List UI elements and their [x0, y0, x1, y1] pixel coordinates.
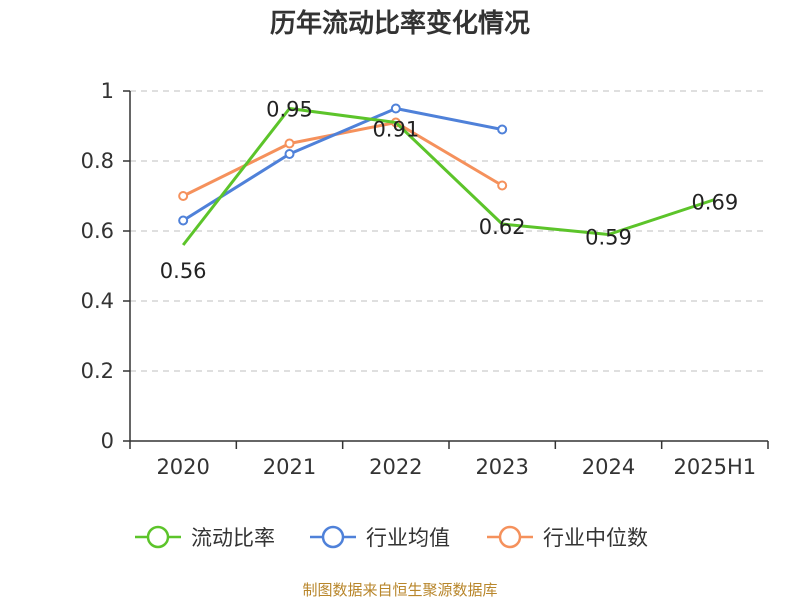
- legend-marker: [321, 525, 345, 549]
- data-point: [284, 138, 295, 149]
- legend: 流动比率 行业均值 行业中位数: [135, 525, 648, 550]
- data-point: [178, 191, 189, 201]
- data-label: 0.62: [479, 215, 526, 239]
- y-tick-label: 1: [101, 79, 114, 103]
- data-point: [284, 149, 295, 159]
- series-lines: [178, 103, 716, 246]
- legend-marker: [146, 525, 170, 549]
- chart-title: 历年流动比率变化情况: [270, 8, 530, 39]
- data-label: 0.56: [160, 259, 207, 283]
- legend-marker: [498, 525, 522, 549]
- legend-label: 行业均值: [366, 526, 450, 550]
- x-tick-label: 2022: [369, 455, 422, 479]
- series-line-2: [182, 121, 503, 198]
- data-labels: 0.56 0.95 0.91 0.62 0.59 0.69: [160, 98, 738, 284]
- y-tick-labels: 0 0.2 0.4 0.6 0.8 1: [81, 79, 114, 453]
- data-label: 0.69: [691, 191, 738, 215]
- y-tick-label: 0.2: [81, 359, 114, 383]
- data-point: [178, 215, 189, 226]
- series-line-0: [181, 107, 716, 246]
- data-point: [390, 103, 401, 114]
- y-tick-label: 0.6: [81, 219, 114, 243]
- grid-lines: [130, 90, 768, 372]
- legend-label: 行业中位数: [543, 526, 648, 550]
- x-tick-labels: 2020 2021 2022 2023 2024 2025H1: [156, 455, 756, 479]
- data-point: [497, 124, 508, 135]
- y-tick-label: 0.4: [81, 289, 114, 313]
- data-label: 0.91: [372, 118, 419, 142]
- source-note: 制图数据来自恒生聚源数据库: [302, 581, 497, 599]
- data-label: 0.59: [585, 226, 632, 250]
- x-tick-label: 2024: [582, 455, 635, 479]
- x-tick-label: 2020: [156, 455, 209, 479]
- x-tick-label: 2025H1: [674, 455, 757, 479]
- y-tick-label: 0: [101, 429, 114, 453]
- series-line-1: [182, 107, 503, 222]
- data-label: 0.95: [266, 98, 313, 122]
- x-tick-label: 2021: [263, 455, 316, 479]
- y-tick-label: 0.8: [81, 149, 114, 173]
- axes: [123, 90, 769, 449]
- data-point: [497, 180, 508, 191]
- legend-label: 流动比率: [191, 526, 275, 550]
- x-tick-label: 2023: [475, 455, 528, 479]
